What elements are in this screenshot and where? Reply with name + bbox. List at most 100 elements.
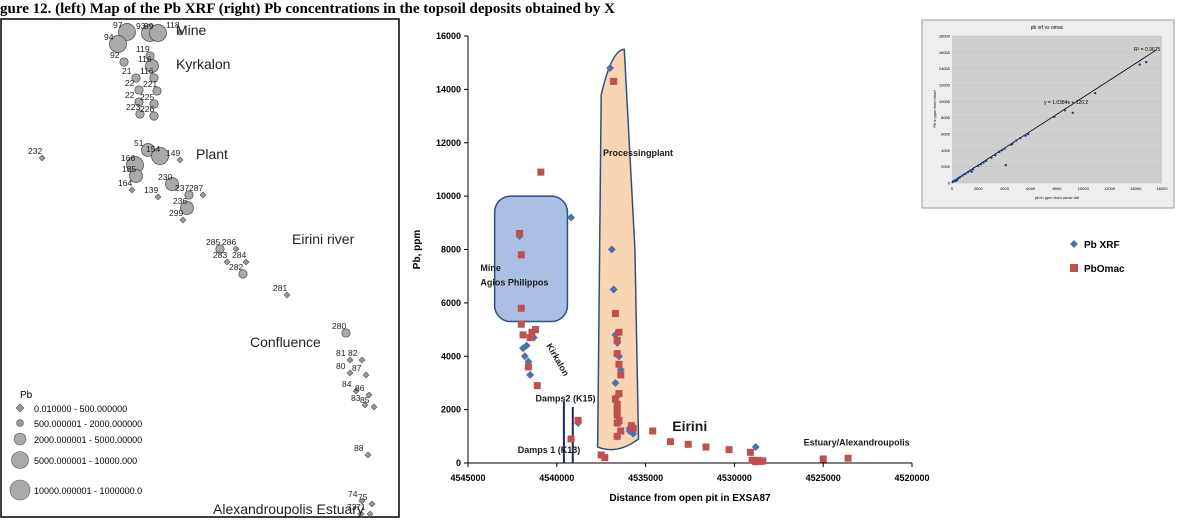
- map-sample-label: 232: [28, 146, 42, 156]
- inset-point: [1000, 149, 1004, 152]
- map-sample-label: 281: [273, 283, 287, 293]
- inset-point: [961, 174, 964, 177]
- map-sample-marker: [370, 403, 378, 411]
- pbomac-point: [613, 432, 621, 440]
- map-sample-marker: [362, 371, 370, 379]
- y-tick-label: 2000: [441, 405, 461, 415]
- map-sample-marker: [154, 193, 162, 201]
- map-sample-label: 84: [342, 379, 352, 389]
- inset-plot-area: [952, 36, 1162, 183]
- inset-x-label: pb in ppm from omac lab: [1035, 195, 1080, 200]
- inset-y-tick-label: 8000: [941, 115, 951, 120]
- annotation-eirini: Eirini: [672, 418, 707, 434]
- pbomac-point: [611, 395, 619, 403]
- map-sample-marker: [134, 85, 144, 95]
- map-sample-marker: [361, 401, 369, 409]
- annotation-damps1: Damps 1 (K13): [518, 445, 581, 455]
- pb-xrf-point: [606, 64, 615, 73]
- annotation-damps2: Damps2 (K15): [535, 394, 595, 404]
- pbomac-point: [613, 419, 621, 427]
- inset-point: [1145, 60, 1148, 64]
- map-sample-label: 80: [336, 361, 346, 371]
- chart-svg: 0 2000 4000 6000 8000 10000 12000 14000 16000 454…: [412, 19, 1175, 504]
- pbomac-point: [531, 326, 539, 334]
- pbomac-point: [610, 77, 618, 85]
- map-sample-label: 223: [126, 102, 140, 112]
- pb-xrf-point: [607, 245, 616, 254]
- legend-class-5: 10000.000001 - 1000000.0: [34, 486, 142, 496]
- inset-point: [1063, 109, 1067, 112]
- x-axis-label: Distance from open pit in EXSA87: [609, 493, 771, 504]
- map-site-kyrkalon: Kyrkalon: [176, 56, 230, 72]
- inset-x-tick-label: 6000: [1026, 186, 1036, 191]
- pbomac-point: [753, 456, 761, 464]
- map-sample-marker: [179, 216, 187, 224]
- map-sample-marker: [176, 156, 184, 164]
- pbomac-point: [613, 350, 621, 358]
- pbomac-point: [524, 363, 532, 371]
- map-sample-label: 93: [136, 21, 146, 31]
- inset-equation: y = 1.0384x + 120.2: [1044, 100, 1088, 106]
- inset-y-tick-label: 4000: [941, 148, 951, 153]
- pbomac-point: [844, 454, 852, 462]
- map-sample-label: 185: [122, 164, 136, 174]
- mine-zone-highlight: [493, 195, 569, 323]
- map-sample-label: 22: [125, 90, 135, 100]
- x-tick-label: 4520000: [894, 473, 929, 483]
- map-sample-marker: [364, 451, 372, 459]
- map-sample-marker: [365, 391, 373, 399]
- map-sample-marker: [346, 369, 354, 377]
- x-tick-label: 4545000: [450, 473, 485, 483]
- map-sample-label: 97: [113, 20, 123, 30]
- pb-xrf-point: [611, 378, 620, 387]
- inset-point: [990, 156, 993, 159]
- inset-x-tick-label: 12000: [1104, 186, 1116, 191]
- map-sample-marker: [165, 177, 179, 191]
- inset-point: [971, 167, 975, 171]
- map-sample-label: 299: [169, 208, 183, 218]
- map-sample-label: 88: [354, 443, 364, 453]
- y-tick-label: 4000: [441, 351, 461, 361]
- inset-point: [977, 164, 980, 168]
- map-sample-marker: [242, 258, 250, 266]
- legend-class-2: 500.000001 - 2000.000000: [34, 419, 142, 429]
- inset-y-tick-label: 6000: [941, 132, 951, 137]
- inset-x-tick-label: 0: [951, 186, 954, 191]
- pbomac-point: [725, 446, 733, 454]
- pbomac-point: [519, 331, 527, 339]
- pb-xrf-point: [567, 213, 576, 222]
- pbomac-point: [748, 456, 756, 464]
- map-sample-marker: [346, 356, 354, 364]
- pbomac-point: [517, 251, 525, 259]
- inset-y-tick-label: 14000: [939, 66, 951, 71]
- y-tick-label: 8000: [441, 245, 461, 255]
- pbomac-point: [613, 406, 621, 414]
- annotation-processing-plant: Processingplant: [603, 148, 673, 158]
- pbomac-point: [537, 168, 545, 176]
- map-sample-label: 83: [351, 393, 361, 403]
- inset-point: [1053, 115, 1056, 119]
- pb-xrf-point: [519, 344, 528, 353]
- map-sample-label: 164: [118, 178, 132, 188]
- inset-x-tick-label: 10000: [1078, 186, 1090, 191]
- map-sample-marker: [184, 190, 194, 200]
- inset-point: [979, 163, 983, 166]
- map-sample-marker: [223, 258, 231, 266]
- map-sample-label: 284: [232, 250, 246, 260]
- map-sample-label: 286: [222, 237, 236, 247]
- legend-title: Pb: [20, 390, 33, 401]
- inset-x-tick-label: 4000: [1000, 186, 1010, 191]
- inset-point: [1138, 63, 1141, 66]
- map-sample-marker: [118, 23, 136, 41]
- pbomac-point: [615, 328, 623, 336]
- inset-point: [1093, 91, 1097, 95]
- legend-symbol: [16, 419, 24, 427]
- map-sample-marker: [149, 99, 159, 109]
- inset-y-tick-label: 12000: [939, 83, 951, 88]
- map-sample-label: 119: [136, 44, 150, 54]
- pbomac-point: [702, 443, 710, 451]
- pbomac-point: [629, 424, 637, 432]
- pbomac-point: [533, 382, 541, 390]
- annotation-mine-agios-philippos: Agios Philippos: [480, 278, 548, 288]
